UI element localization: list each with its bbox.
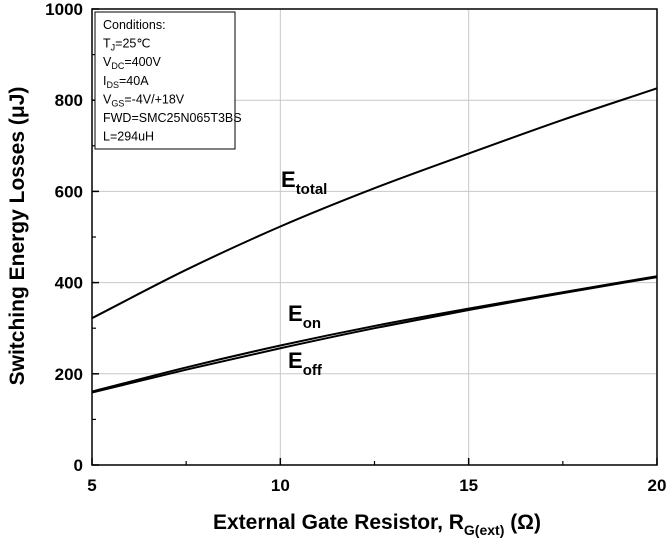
series-line-e-total [91, 87, 658, 320]
curve-label-eon: Eon [288, 301, 321, 332]
x-axis-title: External Gate Resistor, RG(ext) (Ω) [213, 511, 541, 538]
legend-line: VGS=-4V/+18V [103, 92, 185, 108]
x-tick-label: 5 [87, 476, 96, 495]
y-tick-label: 200 [55, 365, 83, 384]
series-line-e-off [91, 276, 658, 394]
legend-line: Conditions: [103, 18, 166, 32]
curve-label-eoff: Eoff [288, 348, 323, 379]
legend-box [94, 11, 236, 150]
legend-line: IDS=40A [103, 74, 149, 90]
series-curves [91, 87, 658, 394]
curve-label-etotal: Etotal [281, 167, 327, 198]
x-tick-label: 10 [271, 476, 290, 495]
legend-line: TJ=25℃ [103, 37, 150, 53]
y-axis-title: Switching Energy Losses (μJ) [6, 87, 29, 386]
y-tick-label: 800 [55, 91, 83, 110]
conditions-legend: Conditions: TJ=25℃ VDC=400V IDS=40A VGS=-4V/… [94, 11, 242, 150]
y-tick-label: 0 [74, 456, 83, 475]
y-tick-label: 600 [55, 182, 83, 201]
legend-line: FWD=SMC25N065T3BS [103, 111, 242, 125]
legend-line: VDC=400V [103, 55, 161, 71]
legend-line: L=294uH [103, 130, 154, 144]
x-tick-label: 15 [459, 476, 478, 495]
y-tick-label: 400 [55, 274, 83, 293]
y-tick-label: 1000 [45, 0, 83, 19]
x-tick-label: 20 [648, 476, 667, 495]
